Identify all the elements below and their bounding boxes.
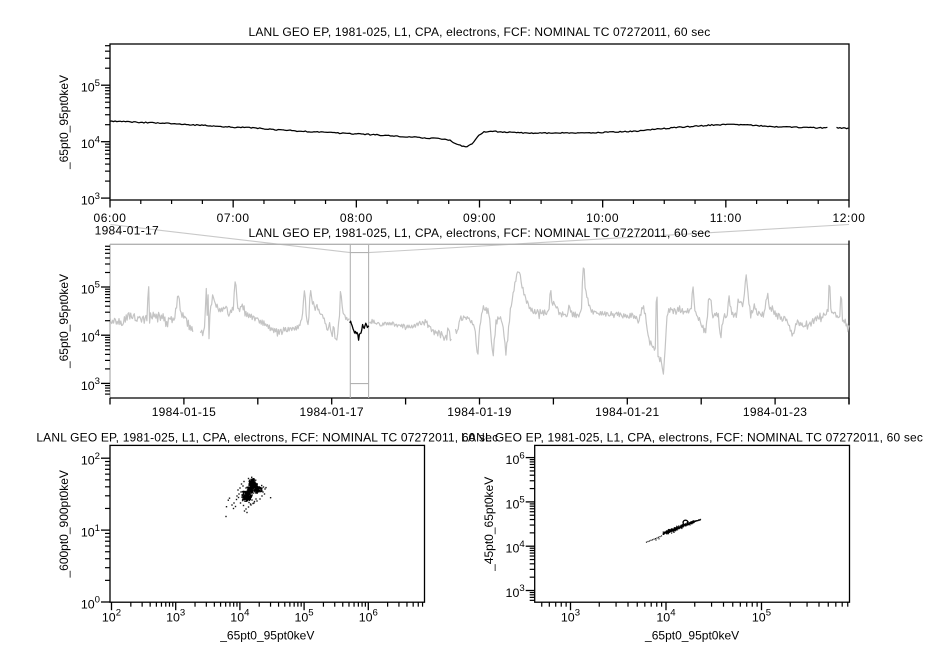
svg-text:09:00: 09:00 [463, 211, 496, 225]
svg-text:LANL GEO EP, 1981-025, L1, CPA: LANL GEO EP, 1981-025, L1, CPA, electron… [36, 431, 498, 445]
svg-text:_65pt0_95pt0keV: _65pt0_95pt0keV [57, 274, 71, 369]
svg-text:_45pt0_65pt0keV: _45pt0_65pt0keV [482, 477, 496, 572]
svg-text:1984-01-23: 1984-01-23 [743, 405, 807, 419]
svg-text:1984-01-19: 1984-01-19 [447, 405, 511, 419]
svg-text:_65pt0_95pt0keV: _65pt0_95pt0keV [219, 629, 314, 643]
svg-text:06:00: 06:00 [93, 211, 126, 225]
svg-text:12:00: 12:00 [832, 211, 865, 225]
svg-text:1984-01-15: 1984-01-15 [152, 405, 216, 419]
svg-text:1984-01-17: 1984-01-17 [300, 405, 364, 419]
svg-text:07:00: 07:00 [217, 211, 250, 225]
svg-text:_65pt0_95pt0keV: _65pt0_95pt0keV [644, 629, 739, 643]
svg-text:10:00: 10:00 [586, 211, 619, 225]
svg-text:1984-01-21: 1984-01-21 [595, 405, 659, 419]
svg-text:LANL GEO EP, 1981-025, L1, CPA: LANL GEO EP, 1981-025, L1, CPA, electron… [249, 226, 711, 240]
svg-text:11:00: 11:00 [710, 211, 742, 225]
svg-text:1984-01-17: 1984-01-17 [95, 224, 159, 238]
svg-text:LANL GEO EP, 1981-025, L1, CPA: LANL GEO EP, 1981-025, L1, CPA, electron… [249, 25, 711, 39]
svg-text:_600pt0_900pt0keV: _600pt0_900pt0keV [57, 470, 71, 578]
svg-text:08:00: 08:00 [340, 211, 373, 225]
svg-text:LANL GEO EP, 1981-025, L1, CPA: LANL GEO EP, 1981-025, L1, CPA, electron… [461, 431, 923, 445]
svg-text:_65pt0_95pt0keV: _65pt0_95pt0keV [57, 75, 71, 170]
